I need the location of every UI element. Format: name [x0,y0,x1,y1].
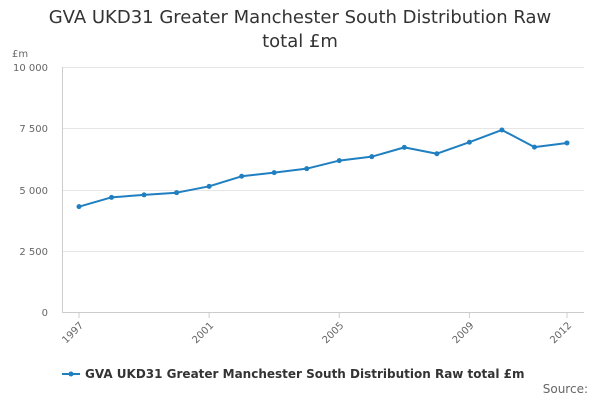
data-point[interactable] [434,151,440,157]
data-point[interactable] [76,204,82,210]
data-point[interactable] [141,192,147,198]
data-point[interactable] [369,154,375,160]
data-point[interactable] [206,183,212,189]
legend[interactable]: GVA UKD31 Greater Manchester South Distr… [62,365,525,383]
data-point[interactable] [109,194,115,200]
x-tick-label: 2012 [548,320,574,346]
chart-title-line-1: GVA UKD31 Greater Manchester South Distr… [48,7,552,28]
y-tick-label: 0 [42,308,48,319]
data-point[interactable] [564,140,570,146]
data-point[interactable] [271,170,277,176]
x-axis-ticks: 1997 2001 2005 2009 2012 [60,312,574,346]
y-axis-unit-label: £m [12,49,28,60]
grid-lines [62,67,584,313]
data-point[interactable] [401,144,407,150]
chart-title: GVA UKD31 Greater Manchester South Distr… [0,6,600,54]
data-point[interactable] [304,166,310,172]
y-axis-ticks: 0 2 500 5 000 7 500 10 000 [13,63,48,319]
x-tick-label: 2005 [321,320,347,346]
series-line[interactable] [78,128,568,208]
data-point[interactable] [531,144,537,150]
axes [62,67,584,313]
y-tick-label: 10 000 [13,63,48,74]
y-tick-label: 7 500 [19,124,48,135]
legend-label: GVA UKD31 Greater Manchester South Distr… [85,367,525,381]
x-tick-label: 1997 [60,320,86,346]
x-tick-label: 2009 [451,320,477,346]
y-tick-label: 5 000 [19,186,48,197]
data-point[interactable] [239,173,245,179]
data-point[interactable] [336,158,342,164]
source-label: Source: [542,382,588,396]
y-tick-label: 2 500 [19,247,48,258]
chart-title-line-2: total £m [262,31,338,52]
x-tick-label: 2001 [190,320,216,346]
data-point[interactable] [466,139,472,145]
data-point[interactable] [174,190,180,196]
series-group [76,127,570,210]
legend-line-marker-icon [62,371,80,377]
data-point[interactable] [499,127,505,133]
